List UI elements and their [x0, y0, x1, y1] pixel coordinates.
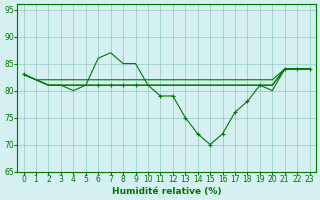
- X-axis label: Humidité relative (%): Humidité relative (%): [112, 187, 221, 196]
